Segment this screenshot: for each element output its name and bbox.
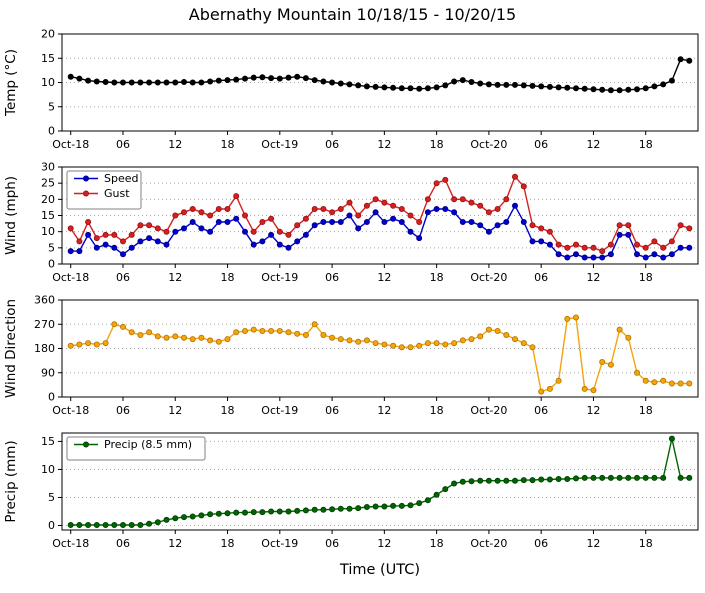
y-tick-label: 5 bbox=[48, 100, 55, 113]
temperature-plot: 0 5 10 15 20 Oct-18 06 12 18 Oct-19 06 12 18 Oct-20 06… bbox=[3, 28, 699, 151]
x-tick-label: 06 bbox=[116, 138, 130, 151]
wind-series-line bbox=[70, 175, 690, 252]
x-tick-label: 18 bbox=[639, 138, 653, 151]
y-tick-label: 180 bbox=[34, 342, 55, 355]
x-tick-label: Oct-18 bbox=[52, 138, 89, 151]
legend-label: Speed bbox=[104, 172, 138, 185]
x-tick-label: 18 bbox=[430, 537, 444, 550]
x-tick-label: 18 bbox=[430, 271, 444, 284]
x-tick-label: 06 bbox=[325, 138, 339, 151]
x-tick-label: 18 bbox=[221, 271, 235, 284]
x-tick-label: 18 bbox=[639, 271, 653, 284]
wind-plot: 0 5 10 15 20 25 30 Oct-18 06 12 18 Oct-19 06 12 18 Oct-… bbox=[3, 161, 699, 284]
precipitation-legend: Precip (8.5 mm) bbox=[66, 436, 206, 461]
x-tick-label: 18 bbox=[221, 404, 235, 417]
x-tick-label: Oct-20 bbox=[470, 404, 507, 417]
x-tick-label: Oct-18 bbox=[52, 271, 89, 284]
x-tick-label: 12 bbox=[586, 404, 600, 417]
x-tick-label: Oct-19 bbox=[261, 271, 298, 284]
x-tick-label: 06 bbox=[534, 271, 548, 284]
y-tick-label: 0 bbox=[48, 258, 55, 271]
y-tick-label: 30 bbox=[41, 161, 55, 174]
x-tick-label: 12 bbox=[377, 404, 391, 417]
y-tick-label: 360 bbox=[34, 294, 55, 307]
y-tick-label: 10 bbox=[41, 463, 55, 476]
y-tick-label: 0 bbox=[48, 391, 55, 404]
legend-label: Gust bbox=[104, 187, 130, 200]
x-tick-label: 12 bbox=[168, 404, 182, 417]
x-tick-label: 18 bbox=[639, 404, 653, 417]
x-tick-label: 06 bbox=[325, 404, 339, 417]
y-tick-label: 5 bbox=[48, 241, 55, 254]
x-tick-label: Oct-19 bbox=[261, 404, 298, 417]
x-tick-label: 12 bbox=[377, 138, 391, 151]
x-tick-label: 06 bbox=[534, 404, 548, 417]
y-tick-label: 0 bbox=[48, 519, 55, 532]
wind-direction-series-line bbox=[70, 316, 690, 393]
x-tick-label: Oct-18 bbox=[52, 537, 89, 550]
x-axis-title: Time (UTC) bbox=[339, 562, 421, 578]
temperature-series-line bbox=[70, 58, 690, 91]
x-tick-label: 18 bbox=[430, 404, 444, 417]
y-tick-label: 20 bbox=[41, 193, 55, 206]
temperature-subplot: 0 5 10 15 20 Oct-18 06 12 18 Oct-19 06 12 18 Oct-20 06… bbox=[0, 28, 705, 161]
x-tick-label: Oct-20 bbox=[470, 271, 507, 284]
wind-series-line bbox=[70, 204, 690, 259]
y-tick-label: 25 bbox=[41, 177, 55, 190]
precipitation-ylabel: Precip (mm) bbox=[3, 440, 19, 522]
y-tick-label: 10 bbox=[41, 76, 55, 89]
wind-subplot: 0 5 10 15 20 25 30 Oct-18 06 12 18 Oct-19 06 12 18 Oct-… bbox=[0, 161, 705, 294]
x-tick-label: 06 bbox=[325, 537, 339, 550]
temperature-ylabel: Temp (°C) bbox=[3, 49, 19, 117]
x-tick-label: 06 bbox=[534, 537, 548, 550]
x-tick-label: 06 bbox=[116, 537, 130, 550]
wind-ylabel: Wind (mph) bbox=[3, 176, 19, 255]
wind-direction-ylabel: Wind Direction bbox=[3, 299, 19, 398]
legend-label: Precip (8.5 mm) bbox=[104, 438, 192, 451]
x-tick-label: Oct-20 bbox=[470, 537, 507, 550]
x-tick-label: 18 bbox=[430, 138, 444, 151]
x-tick-label: 12 bbox=[168, 271, 182, 284]
y-tick-label: 90 bbox=[41, 366, 55, 379]
x-tick-label: 12 bbox=[377, 271, 391, 284]
x-tick-label: 06 bbox=[534, 138, 548, 151]
x-tick-label: 12 bbox=[586, 537, 600, 550]
x-tick-label: 12 bbox=[168, 138, 182, 151]
x-tick-label: 06 bbox=[116, 404, 130, 417]
x-tick-label: 12 bbox=[168, 537, 182, 550]
y-tick-label: 15 bbox=[41, 209, 55, 222]
precip-subplot: 0 5 10 15 Oct-18 06 12 18 Oct-19 06 12 18 Oct-20 06 12… bbox=[0, 427, 705, 560]
chart-title: Abernathy Mountain 10/18/15 - 10/20/15 bbox=[188, 5, 517, 24]
wind-direction-subplot: 0 90 180 270 360 Oct-18 06 12 18 Oct-19 06 12 18 Oct-… bbox=[0, 294, 705, 427]
x-tick-label: 06 bbox=[116, 271, 130, 284]
x-tick-label: Oct-19 bbox=[261, 537, 298, 550]
x-tick-label: 12 bbox=[586, 271, 600, 284]
x-tick-label: Oct-18 bbox=[52, 404, 89, 417]
x-tick-label: 18 bbox=[221, 537, 235, 550]
x-tick-label: 12 bbox=[377, 537, 391, 550]
y-tick-label: 15 bbox=[41, 435, 55, 448]
x-tick-label: Oct-20 bbox=[470, 138, 507, 151]
x-tick-label: 18 bbox=[221, 138, 235, 151]
wind-legend: Speed Gust bbox=[66, 170, 142, 210]
y-tick-label: 0 bbox=[48, 125, 55, 138]
wind-direction-plot: 0 90 180 270 360 Oct-18 06 12 18 Oct-19 06 12 18 Oct-… bbox=[3, 294, 699, 417]
y-tick-label: 15 bbox=[41, 52, 55, 65]
precipitation-plot: 0 5 10 15 Oct-18 06 12 18 Oct-19 06 12 18 Oct-20 06 12… bbox=[3, 432, 699, 550]
y-tick-label: 5 bbox=[48, 491, 55, 504]
x-tick-label: 12 bbox=[586, 138, 600, 151]
y-tick-label: 20 bbox=[41, 28, 55, 41]
x-tick-label: 18 bbox=[639, 537, 653, 550]
x-tick-label: 06 bbox=[325, 271, 339, 284]
x-tick-label: Oct-19 bbox=[261, 138, 298, 151]
y-tick-label: 270 bbox=[34, 318, 55, 331]
y-tick-label: 10 bbox=[41, 225, 55, 238]
